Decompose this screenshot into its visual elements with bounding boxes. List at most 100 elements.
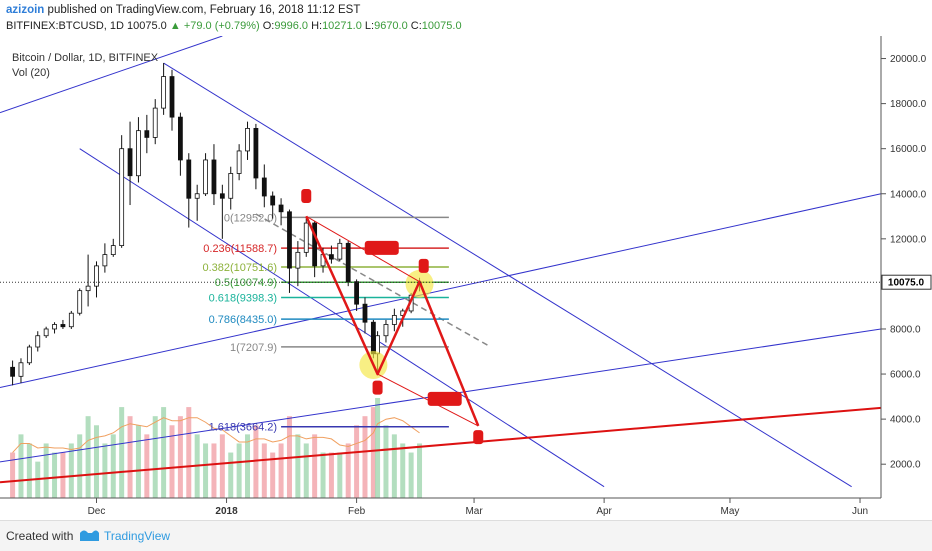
volume-bar — [43, 443, 49, 498]
candle-body — [383, 324, 389, 337]
harmonic-pattern — [301, 189, 484, 445]
candles — [10, 63, 422, 386]
volume-bar — [391, 434, 397, 498]
volume-bar — [328, 452, 334, 498]
trend-line — [0, 406, 882, 484]
time-tick-label: Apr — [596, 506, 612, 517]
volume-bar — [354, 425, 360, 498]
candle-body — [253, 127, 259, 179]
volume-bar — [362, 416, 368, 498]
fib-level-label: 0.382(10751.6) — [202, 262, 277, 274]
candle-body — [375, 335, 380, 355]
candle-body — [270, 195, 276, 206]
candle-body — [354, 281, 359, 305]
candle-body — [127, 148, 133, 177]
last-price-tag: 10075.0 — [881, 274, 932, 290]
chart-header: azizoin published on TradingView.com, Fe… — [0, 0, 932, 36]
pattern-marker — [418, 258, 429, 273]
footer-bar: Created with TradingView — [0, 520, 932, 551]
volume-bar — [26, 443, 32, 498]
last-price: 10075.0 — [127, 20, 167, 32]
price-tick-label: 14000.0 — [890, 189, 927, 200]
candle-body — [228, 173, 234, 199]
candle-body — [60, 324, 66, 328]
volume-bar — [400, 443, 406, 498]
volume-layer — [10, 398, 423, 498]
price-tick-label: 16000.0 — [890, 144, 927, 155]
time-axis-bg — [0, 498, 932, 520]
candle-body — [219, 193, 225, 199]
price-axis-bg — [881, 36, 932, 498]
candle-body — [337, 242, 343, 260]
tradingview-brand-link[interactable]: TradingView — [104, 529, 171, 543]
candle-body — [18, 362, 24, 377]
chart-area[interactable]: 0(12952.0) 0.236(11588.7) 0.382(10751.6) 0.… — [0, 35, 932, 520]
volume-bar — [152, 416, 158, 498]
volume-bar — [320, 452, 326, 498]
volume-bar — [169, 425, 175, 498]
volume-bar — [345, 443, 351, 498]
candle-body — [186, 159, 192, 199]
price-chart[interactable]: 0(12952.0) 0.236(11588.7) 0.382(10751.6) 0.… — [0, 35, 932, 520]
author-link[interactable]: azizoin — [6, 4, 45, 16]
volume-bar — [228, 452, 234, 498]
trend-line — [0, 35, 223, 114]
volume-bar — [312, 434, 318, 498]
price-tick-label: 12000.0 — [890, 234, 927, 245]
candle-body — [345, 242, 351, 283]
fib-level-label: 0.618(9398.3) — [209, 292, 278, 304]
candle-body — [391, 315, 397, 325]
volume-bar — [10, 452, 16, 498]
time-tick-label: Jun — [852, 506, 868, 517]
ohlc-line: BITFINEX:BTCUSD, 1D 10075.0 ▲ +79.0 (+0.… — [6, 20, 462, 32]
trend-line — [163, 62, 852, 488]
price-tick-label: 2000.0 — [890, 460, 921, 471]
volume-bar — [375, 398, 381, 498]
trend-line — [79, 148, 605, 488]
candle-body — [144, 130, 150, 138]
publish-info: published on TradingView.com, February 1… — [47, 4, 361, 16]
candle-body — [194, 193, 200, 199]
volume-bar — [102, 443, 108, 498]
candle-body — [177, 116, 183, 161]
candle-body — [119, 148, 125, 246]
low-value: 9670.0 — [374, 20, 408, 32]
candle-body — [52, 324, 57, 330]
candle-body — [295, 251, 301, 269]
volume-bar — [253, 425, 259, 498]
candle-body — [85, 285, 91, 292]
volume-bar — [144, 434, 150, 498]
volume-bar — [370, 407, 376, 498]
candle-body — [10, 366, 15, 377]
volume-bar — [186, 407, 192, 498]
open-value: 9996.0 — [274, 20, 308, 32]
time-tick-label: Feb — [348, 506, 366, 517]
volume-bar — [18, 434, 24, 498]
candle-body — [303, 222, 309, 253]
volume-bar — [408, 452, 414, 498]
volume-bar — [60, 452, 66, 498]
volume-legend: Vol (20) — [12, 67, 50, 79]
volume-bar — [337, 452, 343, 498]
volume-bar — [52, 452, 58, 498]
volume-bar — [303, 443, 309, 498]
fib-level-label: 1(7207.9) — [230, 342, 277, 354]
pattern-zigzag — [305, 215, 480, 427]
candle-body — [236, 150, 242, 174]
created-with-label: Created with — [6, 529, 74, 543]
candle-body — [26, 346, 32, 364]
last-price-tag-label: 10075.0 — [888, 278, 925, 289]
candle-body — [169, 76, 175, 118]
symbol-label: BITFINEX:BTCUSD, 1D — [6, 20, 124, 32]
time-axis[interactable]: Dec 2018 Feb Mar Apr May Jun — [88, 498, 868, 517]
volume-bar — [383, 425, 389, 498]
price-change: +79.0 (+0.79%) — [183, 20, 260, 32]
volume-bar — [127, 416, 133, 498]
fib-level-label: 0.236(11588.7) — [203, 243, 277, 255]
price-tick-label: 20000.0 — [890, 54, 927, 65]
pattern-marker — [372, 380, 383, 395]
volume-bar — [161, 407, 167, 498]
candle-body — [152, 107, 158, 138]
price-tick-label: 4000.0 — [890, 415, 921, 426]
trend-line — [0, 193, 882, 389]
